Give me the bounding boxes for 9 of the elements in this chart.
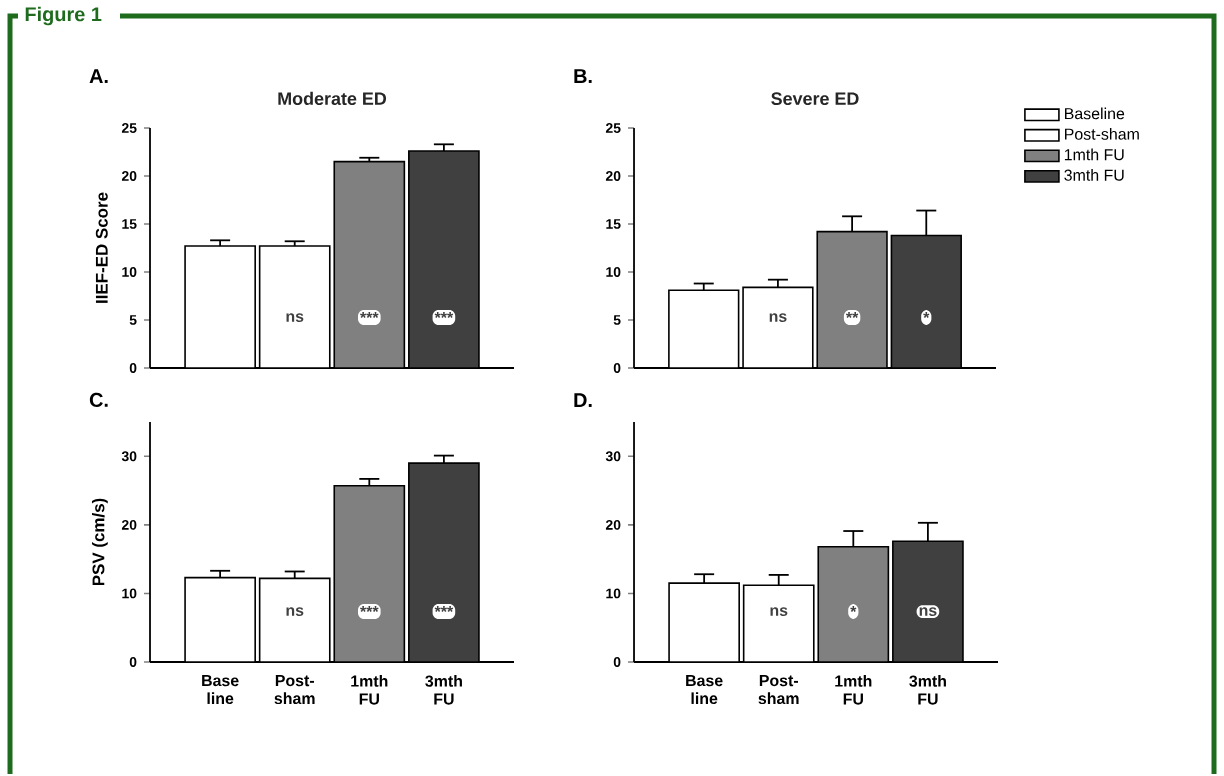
text: C.: [89, 392, 108, 407]
chart-title: Moderate ED: [278, 91, 387, 105]
y-axis-title: IIEF-ED Score: [95, 192, 108, 303]
text: B.: [574, 68, 592, 83]
caption: Figure 1: [25, 6, 102, 26]
y-axis-title: PSV (cm/s): [91, 498, 108, 585]
text: A.: [89, 68, 108, 83]
text: D.: [574, 393, 592, 407]
chart-title: Severe ED: [771, 92, 859, 105]
